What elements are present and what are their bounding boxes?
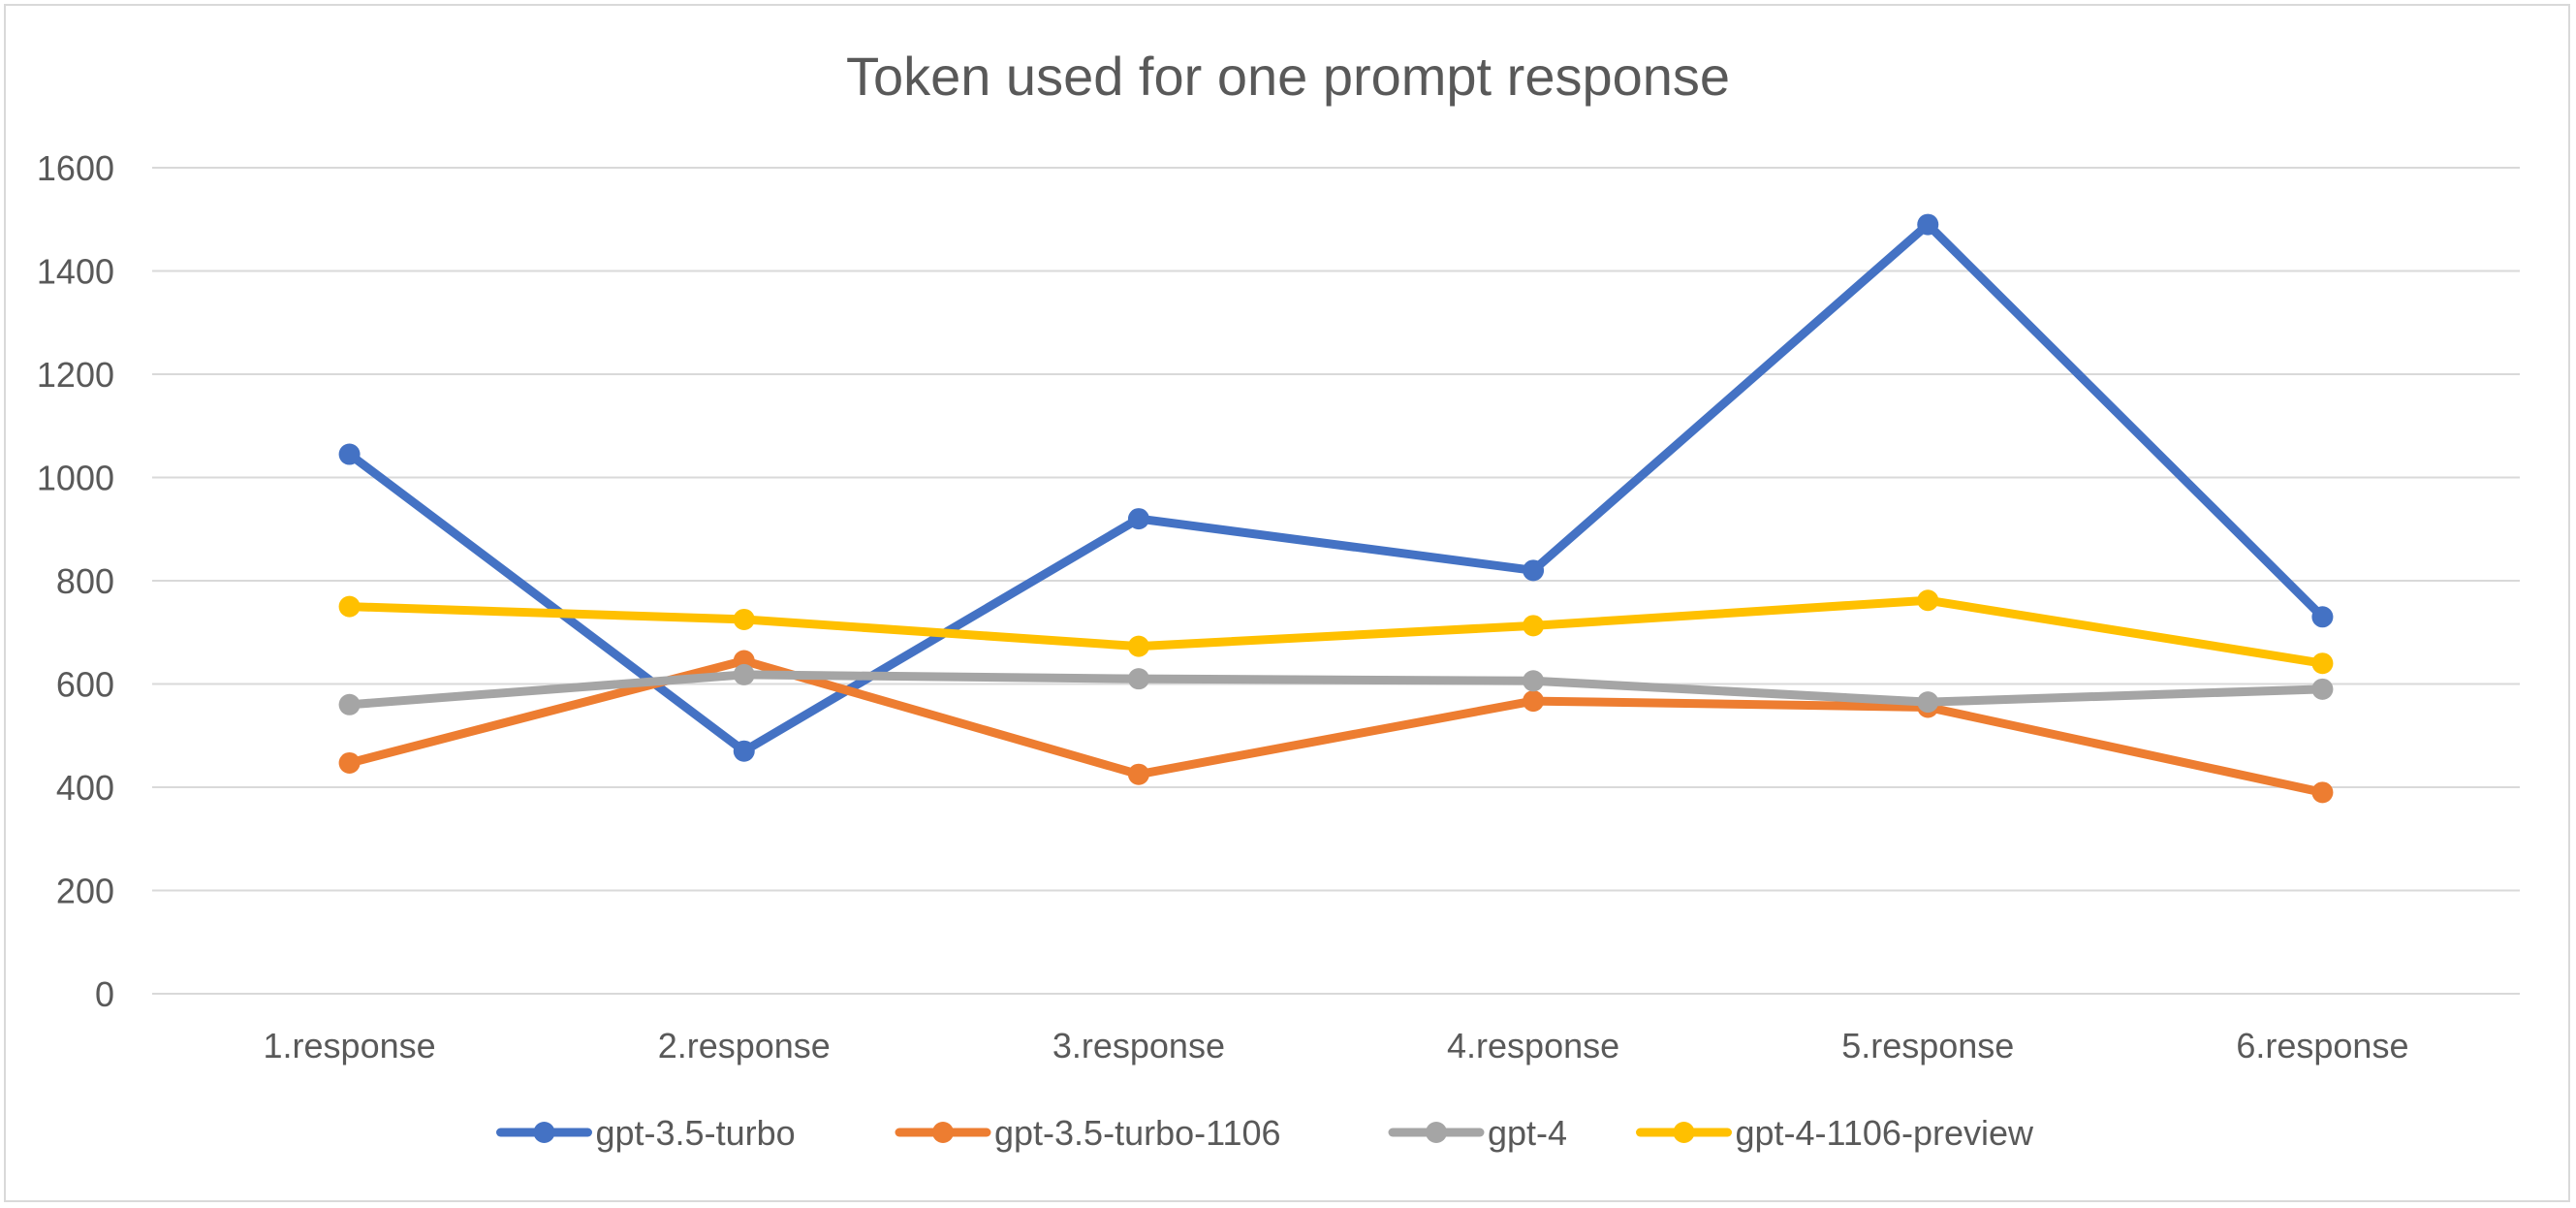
x-tick-label: 5.response bbox=[1841, 1026, 2014, 1065]
series-gpt-4 bbox=[338, 663, 2334, 715]
data-point bbox=[1917, 589, 1939, 612]
x-tick-label: 3.response bbox=[1052, 1026, 1225, 1065]
y-tick-label: 1400 bbox=[37, 252, 114, 292]
gridlines bbox=[152, 167, 2520, 995]
legend-label: gpt-3.5-turbo-1106 bbox=[994, 1113, 1281, 1153]
series-line bbox=[345, 595, 2327, 668]
y-tick-label: 1000 bbox=[37, 459, 114, 498]
data-point bbox=[733, 608, 755, 630]
data-point bbox=[1523, 559, 1545, 582]
data-point bbox=[2311, 606, 2334, 628]
series-gpt-3.5-turbo bbox=[338, 213, 2334, 762]
legend-item: gpt-4 bbox=[1388, 1113, 1567, 1153]
legend-swatch-marker bbox=[1673, 1122, 1695, 1143]
legend-swatch-marker bbox=[1426, 1122, 1447, 1143]
x-tick-label: 6.response bbox=[2236, 1026, 2408, 1065]
legend-label: gpt-4-1106-preview bbox=[1736, 1113, 2034, 1153]
y-tick-label: 200 bbox=[56, 872, 114, 911]
data-point bbox=[1917, 691, 1939, 714]
y-tick-label: 800 bbox=[56, 561, 114, 601]
legend-label: gpt-3.5-turbo bbox=[596, 1113, 796, 1153]
data-point bbox=[2311, 781, 2334, 804]
data-point bbox=[1523, 670, 1545, 692]
series-line bbox=[345, 670, 2327, 710]
legend-label: gpt-4 bbox=[1488, 1113, 1567, 1153]
data-point bbox=[338, 693, 361, 715]
chart-frame bbox=[4, 4, 2570, 1202]
legend-item: gpt-3.5-turbo-1106 bbox=[895, 1113, 1281, 1153]
y-tick-label: 1200 bbox=[37, 355, 114, 395]
y-tick-label: 1600 bbox=[37, 148, 114, 188]
data-point bbox=[338, 443, 361, 465]
legend-item: gpt-4-1106-preview bbox=[1636, 1113, 2034, 1153]
x-tick-label: 2.response bbox=[658, 1026, 831, 1065]
data-point bbox=[1523, 690, 1545, 713]
y-axis-tick-labels: 0 200 400 600 800 1000 1200 1400 1600 bbox=[37, 148, 114, 1014]
data-point bbox=[1127, 508, 1149, 530]
data-point bbox=[2311, 678, 2334, 700]
legend-swatch-marker bbox=[932, 1122, 954, 1143]
y-tick-label: 400 bbox=[56, 768, 114, 808]
data-point bbox=[2311, 652, 2334, 675]
legend-item: gpt-3.5-turbo bbox=[496, 1113, 796, 1153]
data-point bbox=[338, 595, 361, 618]
chart-title: Token used for one prompt response bbox=[846, 46, 1730, 107]
data-point bbox=[1917, 213, 1939, 236]
data-point bbox=[338, 751, 361, 774]
x-tick-label: 1.response bbox=[264, 1026, 436, 1065]
x-tick-label: 4.response bbox=[1447, 1026, 1619, 1065]
series-line bbox=[345, 220, 2327, 756]
data-point bbox=[733, 740, 755, 762]
series-lines bbox=[338, 213, 2334, 804]
data-point bbox=[733, 663, 755, 685]
legend-swatch-marker bbox=[533, 1122, 555, 1143]
legend: gpt-3.5-turbo gpt-3.5-turbo-1106 gpt-4 gpt-… bbox=[496, 1113, 2034, 1153]
y-tick-label: 600 bbox=[56, 665, 114, 705]
series-gpt-4-1106-preview bbox=[338, 589, 2334, 675]
y-tick-label: 0 bbox=[95, 974, 114, 1014]
data-point bbox=[1127, 668, 1149, 690]
data-point bbox=[1127, 763, 1149, 785]
data-point bbox=[1523, 615, 1545, 637]
data-point bbox=[1127, 635, 1149, 657]
x-axis-tick-labels: 1.response 2.response 3.response 4.response… bbox=[264, 1026, 2409, 1065]
